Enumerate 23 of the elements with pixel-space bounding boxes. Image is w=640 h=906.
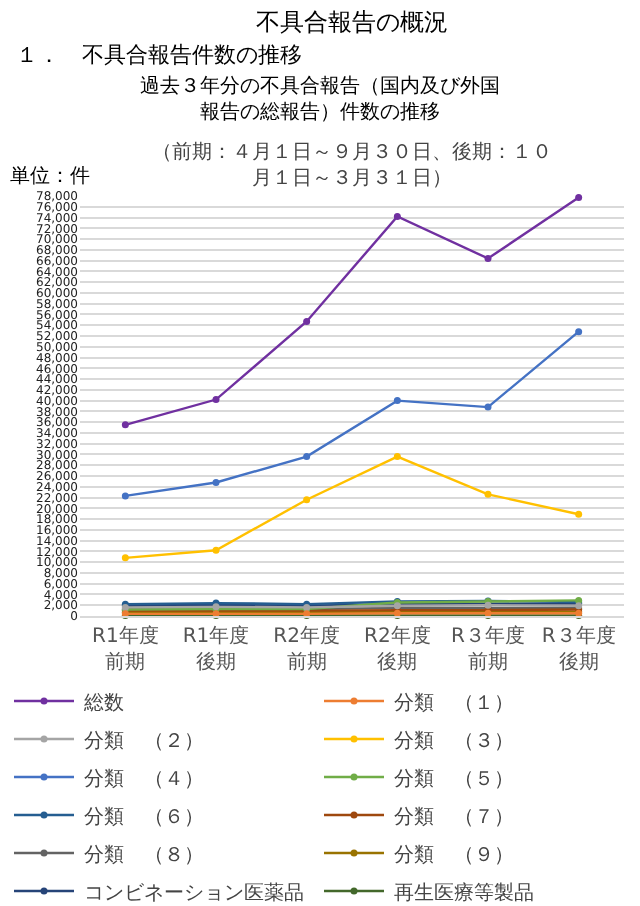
- legend-label: 分類 （７）: [394, 804, 514, 829]
- legend-label: 分類 （８）: [84, 842, 204, 867]
- text: 不具合報告の概況: [256, 8, 448, 36]
- legend-label: 分類 （６）: [84, 804, 204, 829]
- x-tick-label: R1年度前期: [92, 624, 159, 674]
- text: １． 不具合報告件数の推移: [16, 42, 302, 68]
- x-tick-label: R1年度後期: [182, 624, 250, 674]
- x-tick-label: R３年度後期: [541, 624, 616, 674]
- legend-label: コンビネーション医薬品: [84, 880, 304, 905]
- legend-label: 分類 （５）: [394, 766, 514, 791]
- legend-label: 分類 （４）: [84, 766, 204, 791]
- legend-label: 分類 （３）: [394, 728, 514, 753]
- x-tick-label: R2年度前期: [273, 624, 340, 674]
- chart-subtitle: （前期：４月１日～９月３０日、後期：１０月１日～３月３１日）: [152, 140, 552, 190]
- legend-label: 分類 （１）: [394, 690, 514, 715]
- chart-title: 過去３年分の不具合報告（国内及び外国報告の総報告）件数の推移: [140, 74, 500, 124]
- x-tick-label: R2年度後期: [364, 624, 431, 674]
- y-axis-title: 単位：件: [10, 164, 90, 188]
- legend-label: 分類 （２）: [84, 728, 204, 753]
- legend-label: 分類 （９）: [394, 842, 514, 867]
- legend-label: 総数: [82, 690, 124, 715]
- x-tick-label: R３年度前期: [451, 624, 525, 674]
- legend-label: 再生医療等製品: [394, 880, 534, 905]
